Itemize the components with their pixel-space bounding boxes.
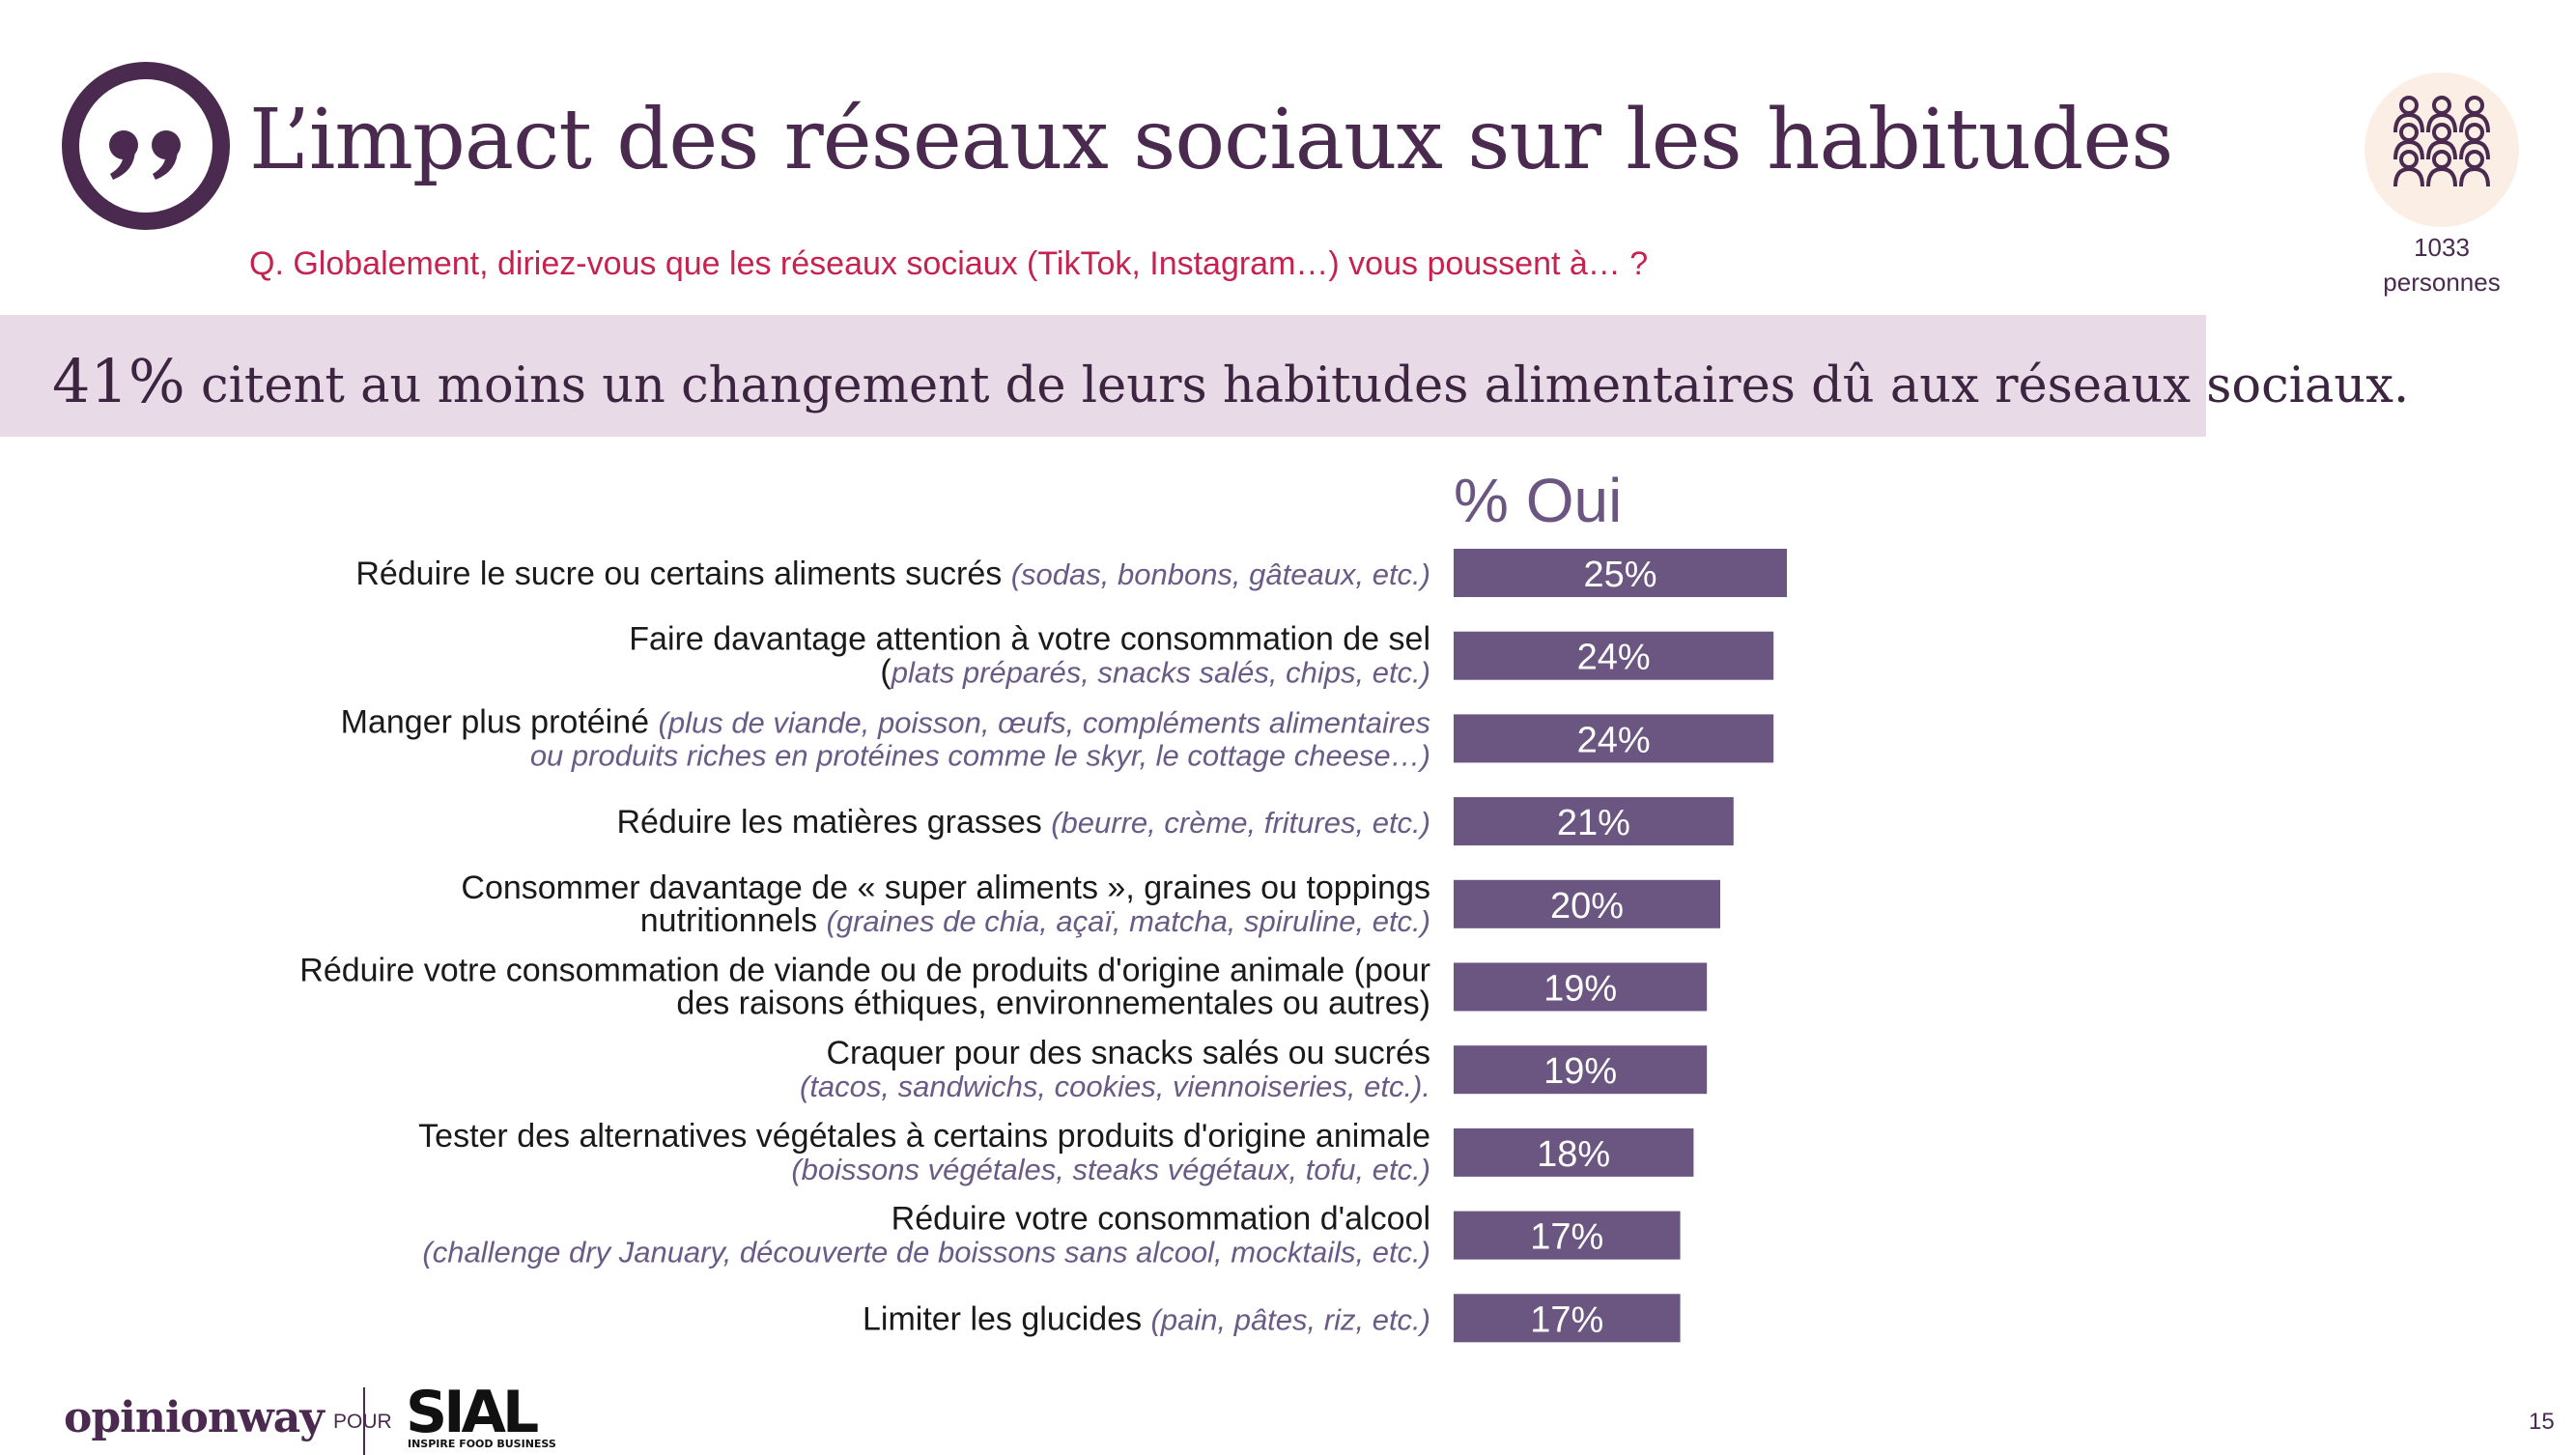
category-main-text: des raisons éthiques, environnementales …	[676, 985, 1430, 1022]
category-label: Consommer davantage de « super aliments …	[461, 870, 1430, 906]
chart-row: Limiter les glucides (pain, pâtes, riz, …	[863, 1294, 1681, 1343]
category-label: Limiter les glucides (pain, pâtes, riz, …	[863, 1300, 1430, 1337]
bar	[1454, 1294, 1681, 1343]
series-header: % Oui	[1454, 466, 1622, 535]
bar-value-label: 24%	[1577, 638, 1651, 678]
bar	[1454, 714, 1774, 763]
bar	[1454, 797, 1734, 846]
category-label: Réduire le sucre ou certains aliments su…	[355, 556, 1430, 592]
category-main-text: Réduire votre consommation de viande ou …	[299, 953, 1430, 989]
footer-divider	[363, 1387, 365, 1455]
category-label: Manger plus protéiné (plus de viande, po…	[341, 703, 1430, 740]
category-label: Réduire votre consommation de viande ou …	[299, 953, 1430, 989]
category-example-text: (boissons végétales, steaks végétaux, to…	[791, 1153, 1430, 1186]
bar	[1454, 1045, 1708, 1095]
category-example-text: (sodas, bonbons, gâteaux, etc.)	[1011, 557, 1430, 591]
bar-value-label: 21%	[1557, 803, 1630, 843]
category-label: Faire davantage attention à votre consom…	[629, 621, 1430, 658]
page-title: L’impact des réseaux sociaux sur les hab…	[249, 92, 2173, 188]
bar-value-label: 17%	[1530, 1299, 1603, 1340]
category-label-line2: (boissons végétales, steaks végétaux, to…	[791, 1153, 1430, 1186]
bar-value-label: 19%	[1543, 969, 1617, 1010]
sample-size: 1033 personnes	[2337, 230, 2546, 300]
bar	[1454, 879, 1720, 928]
sial-logo-text: SIAL	[406, 1382, 538, 1446]
category-main-text: Réduire votre consommation d'alcool	[892, 1201, 1430, 1238]
sial-logo: SIAL INSPIRE FOOD BUSINESS	[406, 1382, 556, 1450]
category-label: Réduire les matières grasses (beurre, cr…	[616, 804, 1430, 841]
category-example-text: (challenge dry January, découverte de bo…	[422, 1236, 1430, 1270]
pour-label: POUR	[333, 1411, 392, 1434]
bar-value-label: 17%	[1530, 1217, 1603, 1258]
opinionway-logo: opinionway	[64, 1393, 325, 1442]
bar-value-label: 25%	[1583, 555, 1656, 595]
category-main-text: Tester des alternatives végétales à cert…	[418, 1118, 1430, 1155]
chart-row: Réduire votre consommation de viande ou …	[299, 953, 1708, 1022]
category-main-text: Faire davantage attention à votre consom…	[629, 621, 1430, 658]
page-number: 15	[2529, 1409, 2555, 1435]
bar-value-label: 19%	[1543, 1051, 1617, 1092]
category-example-text: ou produits riches en protéines comme le…	[530, 738, 1430, 772]
category-label-line2: (tacos, sandwichs, cookies, viennoiserie…	[800, 1070, 1430, 1103]
category-main-text: (	[880, 654, 892, 691]
category-label-line2: des raisons éthiques, environnementales …	[676, 985, 1430, 1022]
bar-chart: % Oui Réduire le sucre ou certains alime…	[299, 466, 1787, 1343]
category-example-text: (pain, pâtes, riz, etc.)	[1151, 1302, 1430, 1336]
category-label-line2: (plats préparés, snacks salés, chips, et…	[880, 654, 1430, 691]
people-icon	[2364, 72, 2519, 227]
category-label-line2: nutritionnels (graines de chia, açaï, ma…	[640, 902, 1430, 939]
bar	[1454, 962, 1708, 1012]
bar-value-label: 24%	[1577, 720, 1651, 760]
chart-row: Manger plus protéiné (plus de viande, po…	[341, 703, 1774, 772]
category-main-text: nutritionnels	[640, 902, 827, 939]
category-main-text: Limiter les glucides	[863, 1300, 1151, 1337]
quote-logo-icon	[62, 62, 230, 230]
highlight-percentage: 41%	[52, 346, 185, 416]
category-example-text: (beurre, crème, fritures, etc.)	[1051, 806, 1430, 840]
category-label-line2: ou produits riches en protéines comme le…	[530, 738, 1430, 772]
category-label: Craquer pour des snacks salés ou sucrés	[826, 1035, 1430, 1071]
highlight-text: citent au moins un changement de leurs h…	[184, 357, 2410, 414]
sial-tagline: INSPIRE FOOD BUSINESS	[408, 1438, 556, 1450]
chart-row: Réduire les matières grasses (beurre, cr…	[616, 797, 1734, 846]
chart-row: Réduire votre consommation d'alcool(chal…	[422, 1201, 1681, 1270]
category-label-line2: (challenge dry January, découverte de bo…	[422, 1236, 1430, 1270]
sample-count-unit: personnes	[2383, 268, 2501, 297]
category-main-text: Réduire les matières grasses	[616, 804, 1051, 841]
sample-count-value: 1033	[2414, 233, 2470, 262]
category-example-text: (graines de chia, açaï, matcha, spirulin…	[827, 904, 1430, 938]
chart-row: Consommer davantage de « super aliments …	[461, 870, 1720, 939]
chart-row: Faire davantage attention à votre consom…	[629, 621, 1774, 691]
bar-value-label: 20%	[1550, 886, 1624, 927]
category-label: Réduire votre consommation d'alcool	[892, 1201, 1430, 1238]
bar-value-label: 18%	[1537, 1134, 1610, 1175]
category-main-text: Réduire le sucre ou certains aliments su…	[355, 556, 1010, 592]
survey-question: Q. Globalement, diriez-vous que les rése…	[249, 245, 1649, 282]
bar	[1454, 549, 1787, 597]
chart-row: Tester des alternatives végétales à cert…	[418, 1118, 1694, 1186]
category-example-text: plats préparés, snacks salés, chips, etc…	[891, 656, 1430, 690]
highlight-statement: 41% citent au moins un changement de leu…	[52, 346, 2409, 416]
highlight-band	[0, 315, 2206, 437]
chart-row: Craquer pour des snacks salés ou sucrés(…	[800, 1035, 1708, 1103]
bar	[1454, 1211, 1681, 1260]
category-example-text: (plus de viande, poisson, œufs, compléme…	[659, 705, 1430, 739]
category-main-text: Consommer davantage de « super aliments …	[461, 870, 1430, 906]
bar	[1454, 1127, 1694, 1177]
category-main-text: Craquer pour des snacks salés ou sucrés	[826, 1035, 1430, 1071]
chart-row: Réduire le sucre ou certains aliments su…	[355, 549, 1787, 597]
bar	[1454, 631, 1774, 680]
category-label: Tester des alternatives végétales à cert…	[418, 1118, 1430, 1155]
category-example-text: (tacos, sandwichs, cookies, viennoiserie…	[800, 1070, 1430, 1103]
category-main-text: Manger plus protéiné	[341, 703, 659, 740]
